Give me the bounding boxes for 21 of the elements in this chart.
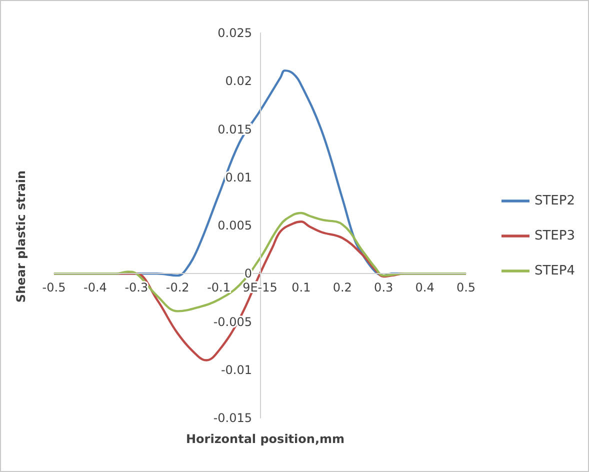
x-axis-title: Horizontal position,mm: [186, 432, 345, 446]
y-tick-label: 0.01: [225, 170, 252, 184]
legend-label: STEP4: [534, 264, 576, 278]
x-tick-label: -0.5: [42, 280, 66, 295]
y-tick-label: 0.02: [225, 74, 252, 88]
x-tick-label: -0.4: [83, 280, 107, 295]
legend-label: STEP3: [534, 228, 576, 244]
x-tick-label: 0.5: [456, 280, 476, 295]
y-tick-label: 0.005: [218, 218, 252, 232]
x-tick-label: -0.3: [124, 280, 148, 295]
x-tick-label: -0.1: [207, 280, 231, 295]
x-tick-label: 0.2: [332, 280, 352, 295]
legend-label: STEP2: [534, 194, 576, 208]
x-tick-label: 0.1: [292, 280, 311, 295]
y-tick-label: -0.01: [220, 362, 252, 377]
x-tick-label: 0.4: [415, 280, 434, 295]
y-tick-label: -0.015: [213, 411, 252, 425]
x-tick-label: 0.3: [374, 280, 394, 295]
x-tick-label: -0.2: [166, 280, 190, 295]
y-tick-label: 0.025: [218, 26, 252, 40]
y-axis-title: Shear plastic strain: [14, 170, 28, 303]
